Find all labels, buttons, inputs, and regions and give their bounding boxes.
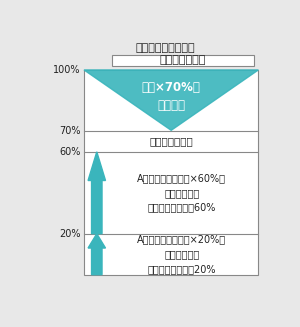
Text: 20%: 20% [59,229,80,239]
Text: 「商業地等の宅地」: 「商業地等の宅地」 [136,43,195,53]
Text: 価格×70%に
引き下げ: 価格×70%に 引き下げ [142,81,201,112]
Text: 100%: 100% [53,65,80,75]
Bar [112,55,254,66]
Text: Aが本則課税標準額×20%を
下回る場合は
本則課税標準額の20%: Aが本則課税標準額×20%を 下回る場合は 本則課税標準額の20% [137,234,226,274]
Text: 固定資産税価格: 固定資産税価格 [160,55,206,65]
Polygon shape [84,70,258,130]
Text: Aが本則課税標準額×60%を
上回る場合は
本則課税標準額の60%: Aが本則課税標準額×60%を 上回る場合は 本則課税標準額の60% [137,173,226,213]
Text: 60%: 60% [59,147,80,157]
Text: 税負担据え置き: 税負担据え置き [149,137,193,146]
Bar [84,70,258,275]
Polygon shape [88,234,106,275]
Polygon shape [88,152,106,234]
Text: 70%: 70% [59,126,80,136]
